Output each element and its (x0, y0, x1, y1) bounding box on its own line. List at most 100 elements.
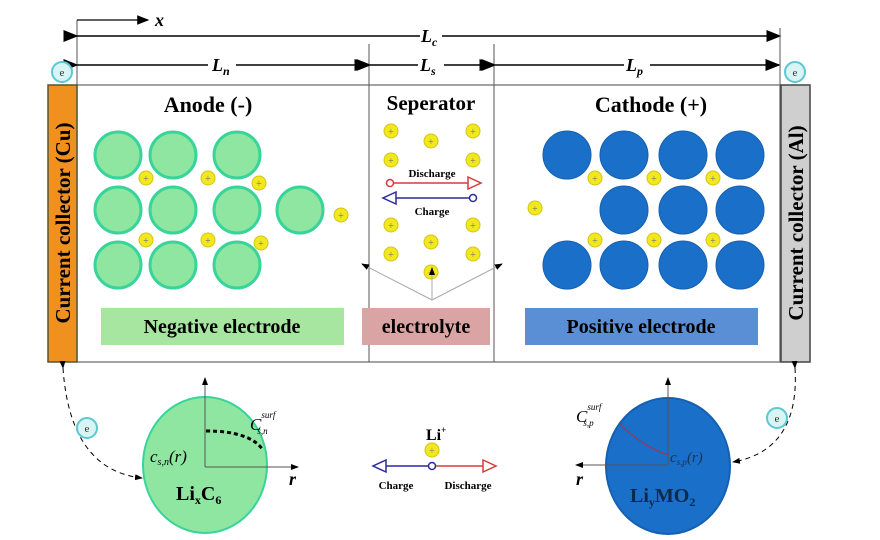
anode-particle (93, 240, 143, 290)
li-ion-icon (383, 152, 399, 168)
lp-dimension: Lp (481, 55, 781, 78)
electron-path-right: e (732, 360, 798, 464)
svg-text:Lp: Lp (625, 55, 643, 78)
lp-sub: p (636, 64, 643, 78)
li-ion-icon (705, 232, 721, 248)
negative-electrode-label: Negative electrode (101, 308, 344, 345)
li-ion-plus: + (205, 174, 211, 185)
li-ion-plus: + (470, 221, 476, 232)
svg-text:+: + (429, 446, 435, 457)
li-ion-icon (333, 207, 349, 223)
cathode-particle (715, 185, 765, 235)
anode-particle-detail: r cs,n(r) Csurf s,n LixC6 (142, 377, 299, 534)
lc-sub: c (432, 35, 438, 49)
li-ion-plus: + (205, 236, 211, 247)
li-ion-plus: + (388, 250, 394, 261)
li-ion-plus: + (388, 127, 394, 138)
li-ion-icon (383, 123, 399, 139)
li-ion-plus: + (256, 179, 262, 190)
ls-dimension: Ls (356, 44, 495, 85)
li-ion-plus: + (651, 236, 657, 247)
li-ion-plus: + (143, 236, 149, 247)
svg-text:cs,p(r): cs,p(r) (670, 450, 703, 467)
electron-icon-right: e (784, 61, 806, 83)
li-ion-plus: + (651, 174, 657, 185)
li-ion-icon (465, 123, 481, 139)
cathode-particle-detail: r cs,p(r) Csurf s,p LiyMO2 (575, 377, 731, 535)
ln-label: L (211, 55, 223, 75)
svg-text:LixC6: LixC6 (176, 483, 221, 507)
li-ion-icon (423, 133, 439, 149)
li-ion-icon (465, 152, 481, 168)
li-ion-icon (705, 170, 721, 186)
separator-title: Seperator (387, 91, 476, 115)
li-ion-plus: + (532, 204, 538, 215)
li-ion-plus: + (428, 137, 434, 148)
svg-text:e: e (793, 67, 798, 79)
ln-dimension: Ln (63, 44, 370, 85)
electron-icon-left: e (51, 61, 73, 83)
anode-particle (148, 130, 198, 180)
anode-particle (212, 130, 262, 180)
li-ion-plus: + (428, 238, 434, 249)
li-ion-plus: + (388, 156, 394, 167)
li-ion-legend: Li+ + Charge Discharge (371, 425, 498, 492)
cathode-particle (542, 240, 592, 290)
legend-discharge: Discharge (444, 480, 491, 492)
anode-particle (93, 185, 143, 235)
li-ion-icon (200, 170, 216, 186)
li-ion-icon (423, 234, 439, 250)
ls-sub: s (430, 64, 436, 78)
li-ion-icon (587, 232, 603, 248)
cathode-particle (542, 130, 592, 180)
li-ion-icon (383, 217, 399, 233)
positive-electrode-label: Positive electrode (525, 308, 758, 345)
svg-text:electrolyte: electrolyte (382, 316, 471, 338)
li-ion-plus: + (143, 174, 149, 185)
li-ion-plus: + (470, 156, 476, 167)
lp-label: L (625, 55, 637, 75)
cathode-particle (599, 185, 649, 235)
li-ion-icon (587, 170, 603, 186)
cathode-particle (715, 130, 765, 180)
anode-particle (148, 185, 198, 235)
li-ion-icon (138, 170, 154, 186)
li-ion-icon (138, 232, 154, 248)
svg-text:LiyMO2: LiyMO2 (630, 485, 695, 509)
svg-text:Current collector (Cu): Current collector (Cu) (51, 122, 75, 323)
anode-particle (93, 130, 143, 180)
r-axis-label: r (289, 469, 297, 489)
li-ion-plus: + (338, 211, 344, 222)
anode-particle (148, 240, 198, 290)
cathode-particle (658, 240, 708, 290)
svg-text:e: e (775, 413, 780, 425)
li-ion-icon (200, 232, 216, 248)
li-ion-plus: + (592, 236, 598, 247)
svg-text:Ls: Ls (419, 55, 436, 78)
li-ion-plus: + (388, 221, 394, 232)
li-ion-icon (527, 200, 543, 216)
svg-text:Negative electrode: Negative electrode (144, 316, 301, 338)
cathode-particle (658, 130, 708, 180)
li-ion-icon (465, 217, 481, 233)
electron-path-left: e (59, 360, 143, 481)
svg-text:Positive electrode: Positive electrode (566, 316, 715, 338)
li-ion-plus: + (592, 174, 598, 185)
svg-text:Lc: Lc (420, 26, 438, 49)
svg-text:Charge: Charge (415, 206, 450, 218)
cathode-particle (658, 185, 708, 235)
x-label: x (154, 10, 164, 30)
cathode-title: Cathode (+) (595, 92, 707, 117)
electrolyte-label: electrolyte (362, 308, 490, 345)
current-collector-al: Current collector (Al) (780, 84, 811, 363)
electrolyte-pointers (361, 263, 503, 301)
discharge-arrow: Discharge (385, 168, 483, 191)
li-ion-icon (383, 246, 399, 262)
svg-text:cs,n(r): cs,n(r) (150, 447, 187, 468)
svg-text:Current collector (Al): Current collector (Al) (784, 125, 808, 320)
cathode-particle (599, 240, 649, 290)
legend-charge: Charge (379, 480, 414, 492)
